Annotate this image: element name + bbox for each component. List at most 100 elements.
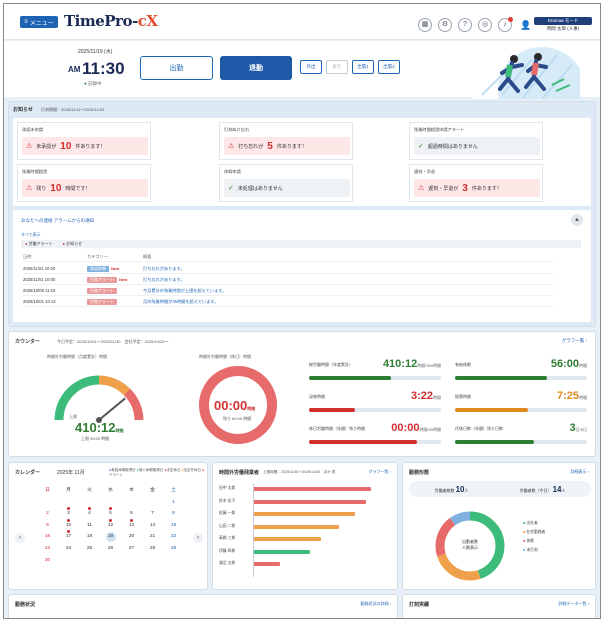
donut-slice[interactable] (435, 511, 505, 581)
metric-comp-days[interactable]: 代休日数（年間）残り日数 3日/5日 (455, 422, 587, 452)
calendar-day[interactable]: 15 (170, 522, 177, 528)
calendar-empty (121, 555, 142, 567)
metric-total-work[interactable]: 総労働時間（年度累計） 410:12時間/360時間 (309, 358, 441, 388)
table-header: 日時 カテゴリー 概要 (23, 252, 553, 262)
menu-button[interactable]: ≡ メニュー (20, 16, 58, 28)
prev-month-icon[interactable]: ‹ (15, 533, 25, 543)
user-menu[interactable]: Dramaa モード 時間 太郎 (人事) (534, 17, 592, 35)
calendar-day[interactable]: 26 (107, 545, 114, 551)
donut-slice[interactable] (435, 511, 505, 581)
filter-link[interactable]: すべて表示 (21, 232, 41, 237)
calendar-day[interactable]: 12 (100, 518, 121, 532)
calendar-icon[interactable]: ▦ (418, 18, 432, 32)
calendar-day[interactable]: 13 (121, 518, 142, 532)
overtime-bar[interactable] (253, 524, 340, 529)
calendar-day[interactable]: 6 (130, 511, 133, 517)
calendar-day[interactable]: 24 (65, 545, 72, 551)
return-button[interactable]: 戻り (326, 60, 348, 74)
work-status-link[interactable]: 勤務状況の詳細 › (360, 601, 391, 606)
trip1-button[interactable]: 出張1 (352, 60, 374, 74)
gauge-needle (98, 397, 126, 421)
work-status-panel: 勤務状況 勤務状況の詳細 › (8, 594, 398, 618)
notice-card[interactable]: 休暇申請 ✓ 未処理はありません (219, 164, 353, 202)
calendar-day[interactable]: 8 (172, 511, 175, 517)
hamburger-icon: ≡ (24, 19, 28, 25)
bar-category-label: 渡辺 五郎 (219, 561, 236, 565)
calendar-month: 2025年 11月 (57, 470, 85, 476)
notice-card[interactable]: 残業時間超過 ⚠ 残り 10 時間です！ (17, 164, 151, 202)
calendar-day[interactable]: 22 (170, 534, 177, 540)
overtime-bar[interactable] (253, 499, 367, 504)
table-row[interactable]: 2025/10/09 11:03 労務アラート 今月累計の残業時間が上限を超えて… (23, 286, 553, 296)
calendar-day[interactable]: 14 (149, 522, 156, 528)
overtime-chart-link[interactable]: グラフ一覧 › (368, 469, 391, 474)
calendar-day[interactable]: 30 (44, 557, 51, 563)
ring-caption: 残り 60:00 時間 (223, 416, 252, 421)
punch-record-link[interactable]: 詳細データ一覧 › (558, 601, 589, 606)
notice-card[interactable]: 承認未申請 ⚠ 未承認が 10 件あります！ (17, 122, 151, 160)
check-icon: ✓ (228, 185, 234, 192)
bar-category-label: 鈴木 花子 (219, 498, 236, 503)
trip2-button[interactable]: 出張2 (378, 60, 400, 74)
settings-icon[interactable]: ⚙ (438, 18, 452, 32)
calendar-day[interactable]: 27 (128, 545, 135, 551)
calendar-day[interactable]: 7 (151, 511, 154, 517)
help-icon[interactable]: ? (458, 18, 472, 32)
chip-labor-alert[interactable]: ● 労働アラート (25, 241, 53, 246)
overtime-bar[interactable] (253, 537, 321, 541)
current-date: 2025/11/19 (水) (78, 49, 113, 55)
warning-icon: ⚠ (418, 185, 425, 192)
overtime-bar[interactable] (253, 512, 355, 516)
calendar-day[interactable]: 11 (87, 522, 92, 528)
bell-icon[interactable]: ♪ (498, 17, 513, 32)
notice-card[interactable]: 打刻ぬけ忘れ ⚠ 打ち忘れが 5 件あります！ (219, 122, 353, 160)
table-row[interactable]: 2025/10/01 10:13 労務アラート 月の残業時間が45時間を超えてい… (23, 297, 553, 307)
overtime-chart-period: 上限時間：2025/11/01〜2025/11/30 ほか 表 (263, 470, 336, 474)
calendar-day[interactable]: 16 (44, 534, 51, 540)
calendar-day[interactable]: 17 (58, 530, 79, 543)
calendar-day[interactable]: 20 (128, 534, 135, 540)
calendar-day[interactable]: 9 (46, 522, 49, 528)
notice-card[interactable]: 残業時間超過申請アラート ✓ 超過時間はありません (409, 122, 543, 160)
stat-today: 労働者数（今日） 14人 (519, 484, 566, 494)
table-row[interactable]: 2025/11/01 10:20 承認依頼 New 打ち忘れがあります。 (23, 264, 553, 274)
calendar-day[interactable]: 10 (58, 518, 79, 532)
calendar-day[interactable]: 21 (149, 534, 156, 540)
calendar-empty (79, 555, 100, 567)
next-month-icon[interactable]: › (193, 533, 203, 543)
calendar-day[interactable]: 1 (172, 499, 175, 505)
calendar-day[interactable]: 2 (46, 511, 49, 517)
globe-icon[interactable]: ◎ (478, 18, 492, 32)
clock-in-button[interactable]: 出勤 (140, 56, 213, 80)
calendar-day[interactable]: 29 (170, 545, 177, 551)
counter-subtitle: 今日予定：2025/11/01〜2025/11/30 会社予定：2025/10/… (57, 339, 169, 344)
calendar-day[interactable]: 3 (58, 507, 79, 520)
table-row[interactable]: 2025/11/01 10:00 労務アラート New 打ち忘れがあります。 (23, 275, 553, 285)
clock-out-button[interactable]: 退勤 (220, 56, 292, 80)
overtime-bar[interactable] (253, 549, 310, 554)
work-style-link[interactable]: 詳細表示 › (570, 469, 589, 474)
metric-holiday-work[interactable]: 休日労働時間（年間）残り時間 00:00時間/80時間 (309, 422, 441, 452)
overtime-bar[interactable] (253, 562, 281, 566)
metric-transfer[interactable]: 振替時間 7:25時間 (455, 390, 587, 420)
chip-notice[interactable]: ● お知らせ (62, 241, 83, 246)
calendar-day[interactable]: 28 (149, 545, 156, 551)
collapse-icon[interactable]: ▲ (571, 214, 583, 226)
metric-paid-leave[interactable]: 有給休暇 56:00時間 (455, 358, 587, 388)
donut-slice[interactable] (435, 511, 505, 581)
calendar-empty (142, 555, 163, 567)
calendar-day[interactable]: 18 (86, 534, 93, 540)
calendar-day[interactable]: 19 (100, 531, 121, 543)
notice-card[interactable]: 遅刻・早退 ⚠ 遅刻・早退が 3 件あります！ (409, 164, 543, 202)
calendar-day[interactable]: 25 (86, 545, 93, 551)
donut-center: 出勤者数 人数表示 (462, 539, 478, 550)
calendar-day[interactable]: 4 (79, 507, 100, 520)
go-out-button[interactable]: 外出 (300, 60, 322, 74)
calendar-day[interactable]: 23 (44, 545, 51, 551)
calendar-day[interactable]: 5 (100, 507, 121, 520)
metric-late-night[interactable]: 深夜時間 3:22時間 (309, 390, 441, 420)
current-time: 11:30 (82, 59, 125, 78)
overtime-bar[interactable] (253, 487, 371, 491)
counter-graph-link[interactable]: グラフ一覧 › (561, 338, 587, 343)
app-frame: ≡ メニュー TimePro-cX ▦ ⚙ ? ◎ ♪ 👤 Dramaa モード… (3, 3, 601, 619)
